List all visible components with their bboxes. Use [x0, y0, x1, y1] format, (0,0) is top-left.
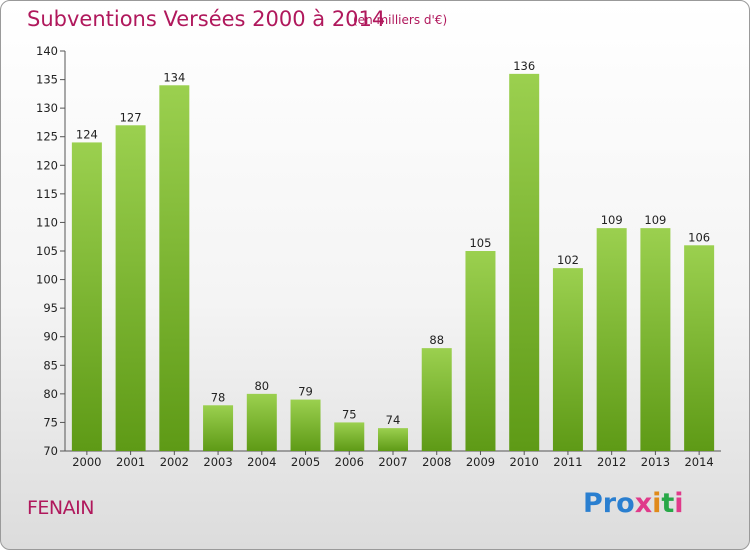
- bar: [465, 251, 496, 451]
- bar: [159, 85, 190, 452]
- bar: [640, 228, 671, 451]
- bar-value-label: 79: [298, 385, 313, 399]
- bar-value-label: 109: [644, 213, 666, 227]
- bar-value-label: 80: [254, 379, 269, 393]
- bar-value-label: 105: [469, 236, 491, 250]
- bar: [596, 228, 627, 451]
- proxiti-logo: Proxiti: [583, 488, 684, 519]
- bar: [421, 348, 452, 451]
- logo-letter: P: [583, 488, 603, 519]
- y-tick-label: 135: [36, 73, 58, 87]
- bar-value-label: 136: [513, 59, 535, 73]
- bar-value-label: 109: [601, 213, 623, 227]
- x-tick-label: 2010: [510, 455, 539, 469]
- x-tick-label: 2001: [116, 455, 145, 469]
- x-tick-label: 2005: [291, 455, 320, 469]
- bar: [684, 245, 715, 451]
- bar-value-label: 106: [688, 230, 710, 244]
- commune-name: FENAIN: [27, 497, 94, 519]
- bar: [552, 268, 583, 451]
- x-tick-label: 2009: [466, 455, 495, 469]
- bar-value-label: 74: [386, 413, 401, 427]
- y-tick-label: 75: [43, 415, 58, 429]
- logo-letter: i: [674, 488, 684, 519]
- y-tick-label: 105: [36, 244, 58, 258]
- x-tick-label: 2004: [247, 455, 276, 469]
- bar: [334, 422, 365, 451]
- chart-title: Subventions Versées 2000 à 2014: [27, 7, 386, 31]
- chart-subtitle: (en milliers d'€): [353, 13, 448, 27]
- bar-value-label: 127: [120, 110, 142, 124]
- bar: [203, 405, 234, 451]
- x-tick-label: 2002: [160, 455, 189, 469]
- y-tick-label: 140: [36, 44, 58, 58]
- x-tick-label: 2011: [553, 455, 582, 469]
- x-tick-label: 2000: [72, 455, 101, 469]
- y-tick-label: 130: [36, 101, 58, 115]
- y-tick-label: 120: [36, 158, 58, 172]
- bar: [378, 428, 408, 451]
- y-tick-label: 70: [43, 444, 58, 458]
- bar-value-label: 102: [557, 253, 579, 267]
- logo-letter: r: [602, 488, 617, 519]
- bar: [509, 73, 540, 451]
- x-tick-label: 2007: [378, 455, 407, 469]
- bar: [115, 125, 146, 452]
- bar-value-label: 75: [342, 407, 357, 421]
- y-tick-label: 115: [36, 187, 58, 201]
- bar-value-label: 124: [76, 127, 98, 141]
- x-tick-label: 2014: [684, 455, 713, 469]
- x-tick-label: 2008: [422, 455, 451, 469]
- y-tick-label: 125: [36, 130, 58, 144]
- x-tick-label: 2003: [203, 455, 232, 469]
- y-tick-label: 100: [36, 273, 58, 287]
- bar: [290, 399, 321, 451]
- y-tick-label: 110: [36, 215, 58, 229]
- bar-value-label: 88: [429, 333, 444, 347]
- bar: [246, 393, 277, 451]
- logo-letter: x: [634, 488, 653, 519]
- bar-value-label: 78: [211, 390, 226, 404]
- y-tick-label: 85: [43, 358, 58, 372]
- logo-letter: o: [616, 488, 635, 519]
- bar: [71, 142, 102, 451]
- logo-letter: i: [652, 488, 662, 519]
- y-tick-label: 95: [43, 301, 58, 315]
- x-tick-label: 2013: [641, 455, 670, 469]
- y-tick-label: 90: [43, 330, 58, 344]
- x-tick-label: 2012: [597, 455, 626, 469]
- y-tick-label: 80: [43, 387, 58, 401]
- bar-value-label: 134: [163, 70, 185, 84]
- x-tick-label: 2006: [335, 455, 364, 469]
- logo-letter: t: [661, 488, 675, 519]
